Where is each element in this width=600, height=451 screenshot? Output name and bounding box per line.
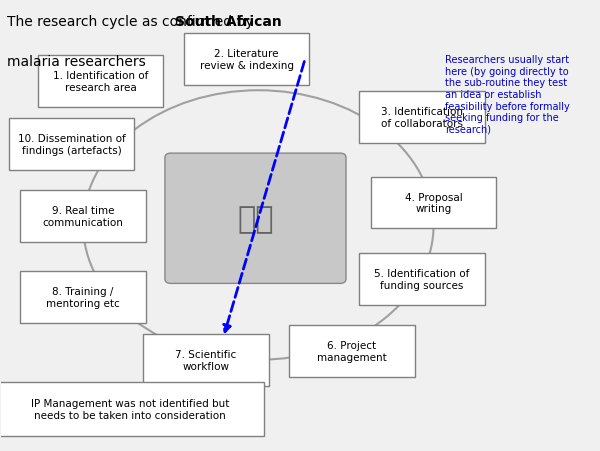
FancyBboxPatch shape: [20, 191, 146, 242]
FancyBboxPatch shape: [8, 119, 134, 170]
FancyBboxPatch shape: [20, 272, 146, 323]
FancyBboxPatch shape: [38, 56, 163, 108]
Text: 2. Literature
review & indexing: 2. Literature review & indexing: [200, 49, 293, 70]
FancyBboxPatch shape: [165, 154, 346, 284]
Text: IP Management was not identified but
needs to be taken into consideration: IP Management was not identified but nee…: [31, 399, 229, 420]
Text: The research cycle as confirmed by: The research cycle as confirmed by: [7, 15, 258, 29]
Text: 5. Identification of
funding sources: 5. Identification of funding sources: [374, 268, 470, 290]
Text: malaria researchers: malaria researchers: [7, 55, 146, 69]
Text: 4. Proposal
writing: 4. Proposal writing: [405, 192, 463, 214]
FancyBboxPatch shape: [371, 177, 496, 229]
FancyBboxPatch shape: [0, 382, 264, 436]
Text: 10. Dissemination of
findings (artefacts): 10. Dissemination of findings (artefacts…: [17, 134, 125, 156]
Text: 8. Training /
mentoring etc: 8. Training / mentoring etc: [46, 286, 120, 308]
FancyBboxPatch shape: [184, 34, 310, 85]
FancyBboxPatch shape: [289, 325, 415, 377]
Text: 6. Project
management: 6. Project management: [317, 340, 387, 362]
Text: Researchers usually start
here (by going directly to
the sub-routine they test
a: Researchers usually start here (by going…: [445, 55, 570, 134]
FancyBboxPatch shape: [359, 92, 485, 144]
Text: 3. Identification
of collaborators: 3. Identification of collaborators: [381, 107, 463, 129]
Text: 1. Identification of
research area: 1. Identification of research area: [53, 71, 148, 93]
Text: South African: South African: [175, 15, 281, 29]
Text: 9. Real time
communication: 9. Real time communication: [43, 206, 124, 227]
FancyBboxPatch shape: [143, 334, 269, 386]
Text: 7. Scientific
workflow: 7. Scientific workflow: [175, 349, 236, 371]
Text: 👔👔: 👔👔: [237, 204, 274, 233]
FancyBboxPatch shape: [359, 253, 485, 305]
